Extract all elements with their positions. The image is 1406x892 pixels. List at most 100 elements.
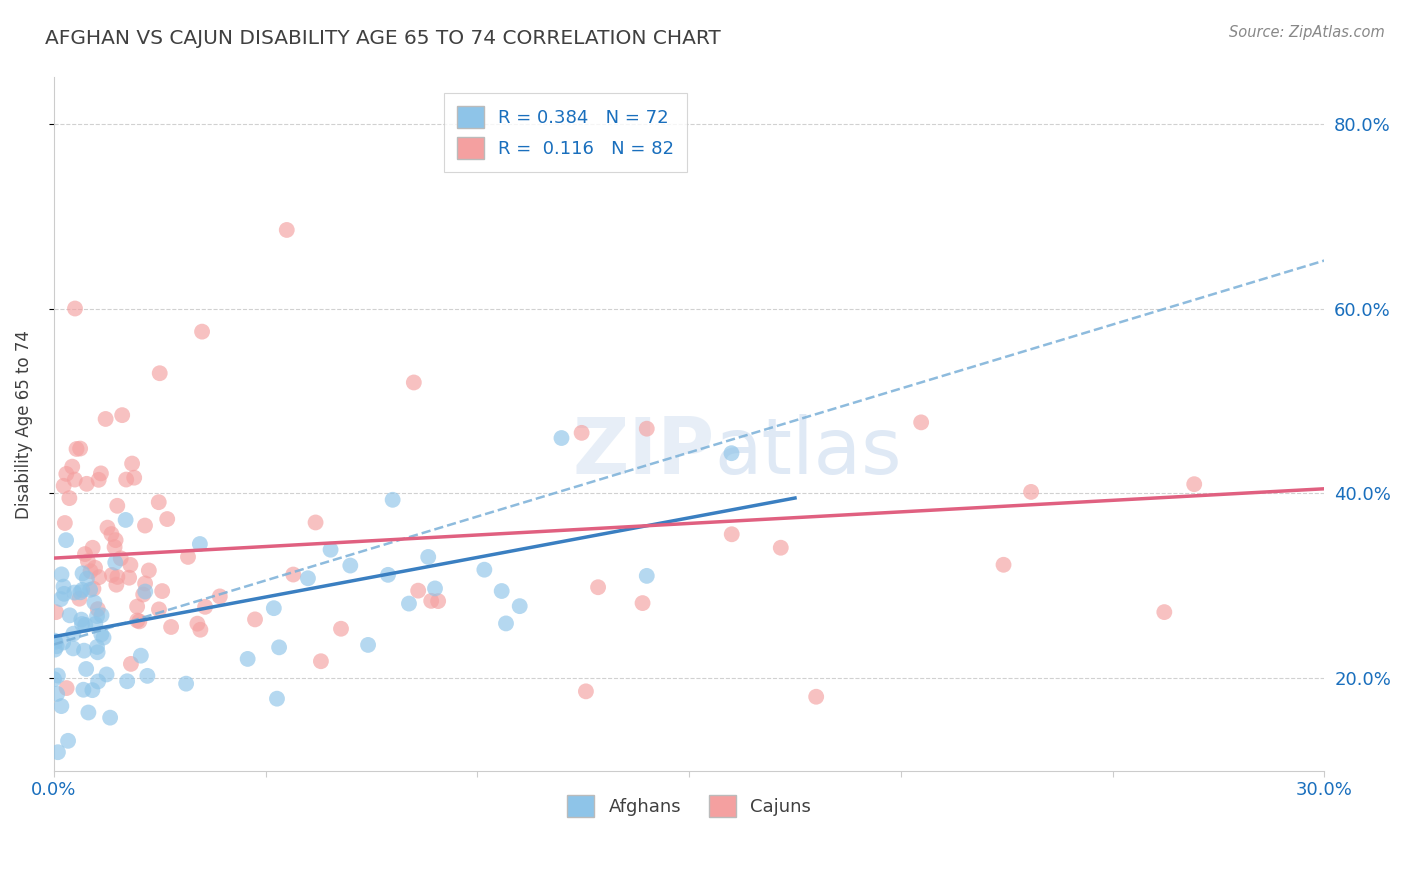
Point — [49, 592, 72, 607]
Point — [90, 608, 112, 623]
Point — [62, 626, 84, 640]
Point — [129, 648, 152, 663]
Point — [86, 645, 108, 659]
Text: Source: ZipAtlas.com: Source: ZipAtlas.com — [1229, 25, 1385, 40]
Point — [86, 640, 108, 654]
Point — [128, 615, 150, 629]
Point — [115, 674, 138, 689]
Point — [266, 691, 288, 706]
Point — [136, 669, 159, 683]
Point — [63, 301, 86, 316]
Point — [114, 513, 136, 527]
Y-axis label: Disability Age 65 to 74: Disability Age 65 to 74 — [15, 330, 32, 518]
Point — [73, 547, 96, 561]
Point — [93, 631, 115, 645]
Point — [53, 587, 76, 601]
Point — [105, 570, 128, 584]
Point — [69, 585, 91, 599]
Point — [720, 527, 742, 541]
Point — [75, 662, 97, 676]
Point — [104, 556, 127, 570]
Point — [194, 599, 217, 614]
Point — [339, 558, 361, 573]
Point — [427, 594, 450, 608]
Point — [120, 657, 142, 671]
Point — [87, 674, 110, 689]
Point — [55, 681, 77, 695]
Point — [87, 570, 110, 584]
Point — [98, 711, 121, 725]
Point — [575, 684, 598, 698]
Point — [82, 541, 104, 555]
Point — [186, 616, 208, 631]
Point — [993, 558, 1015, 572]
Point — [121, 457, 143, 471]
Point — [150, 584, 173, 599]
Point — [148, 495, 170, 509]
Point — [586, 580, 609, 594]
Point — [236, 652, 259, 666]
Point — [276, 223, 298, 237]
Point — [90, 467, 112, 481]
Point — [910, 416, 932, 430]
Point — [127, 599, 149, 614]
Point — [55, 533, 77, 548]
Text: ZIP: ZIP — [572, 414, 714, 490]
Point — [111, 408, 134, 422]
Point — [491, 584, 513, 599]
Point — [70, 613, 93, 627]
Point — [398, 597, 420, 611]
Point — [134, 576, 156, 591]
Point — [423, 582, 446, 596]
Point — [104, 533, 127, 548]
Point — [60, 459, 83, 474]
Point — [63, 473, 86, 487]
Point — [46, 687, 69, 701]
Point — [63, 585, 86, 599]
Point — [283, 567, 305, 582]
Point — [134, 584, 156, 599]
Point — [101, 568, 124, 582]
Point — [804, 690, 827, 704]
Point — [263, 601, 285, 615]
Point — [59, 608, 82, 623]
Point — [96, 667, 118, 681]
Point — [472, 563, 495, 577]
Point — [1019, 484, 1042, 499]
Point — [156, 512, 179, 526]
Point — [51, 699, 73, 714]
Point — [72, 566, 94, 581]
Point — [138, 564, 160, 578]
Point — [53, 516, 76, 530]
Point — [297, 571, 319, 585]
Point — [73, 643, 96, 657]
Point — [105, 577, 128, 591]
Point — [58, 491, 80, 505]
Point — [65, 442, 87, 456]
Point — [110, 551, 132, 566]
Point — [118, 571, 141, 585]
Point — [72, 682, 94, 697]
Point — [330, 622, 353, 636]
Point — [120, 558, 142, 572]
Point — [190, 623, 212, 637]
Point — [1153, 605, 1175, 619]
Point — [90, 627, 112, 641]
Point — [406, 583, 429, 598]
Point — [55, 467, 77, 481]
Point — [79, 564, 101, 578]
Point — [550, 431, 572, 445]
Point — [82, 683, 104, 698]
Point — [100, 527, 122, 541]
Point — [72, 582, 94, 597]
Text: atlas: atlas — [714, 414, 903, 490]
Point — [174, 676, 197, 690]
Point — [51, 567, 73, 582]
Point — [149, 366, 172, 380]
Point — [148, 602, 170, 616]
Point — [70, 616, 93, 631]
Point — [46, 668, 69, 682]
Point — [420, 594, 443, 608]
Point — [96, 521, 118, 535]
Point — [84, 560, 107, 574]
